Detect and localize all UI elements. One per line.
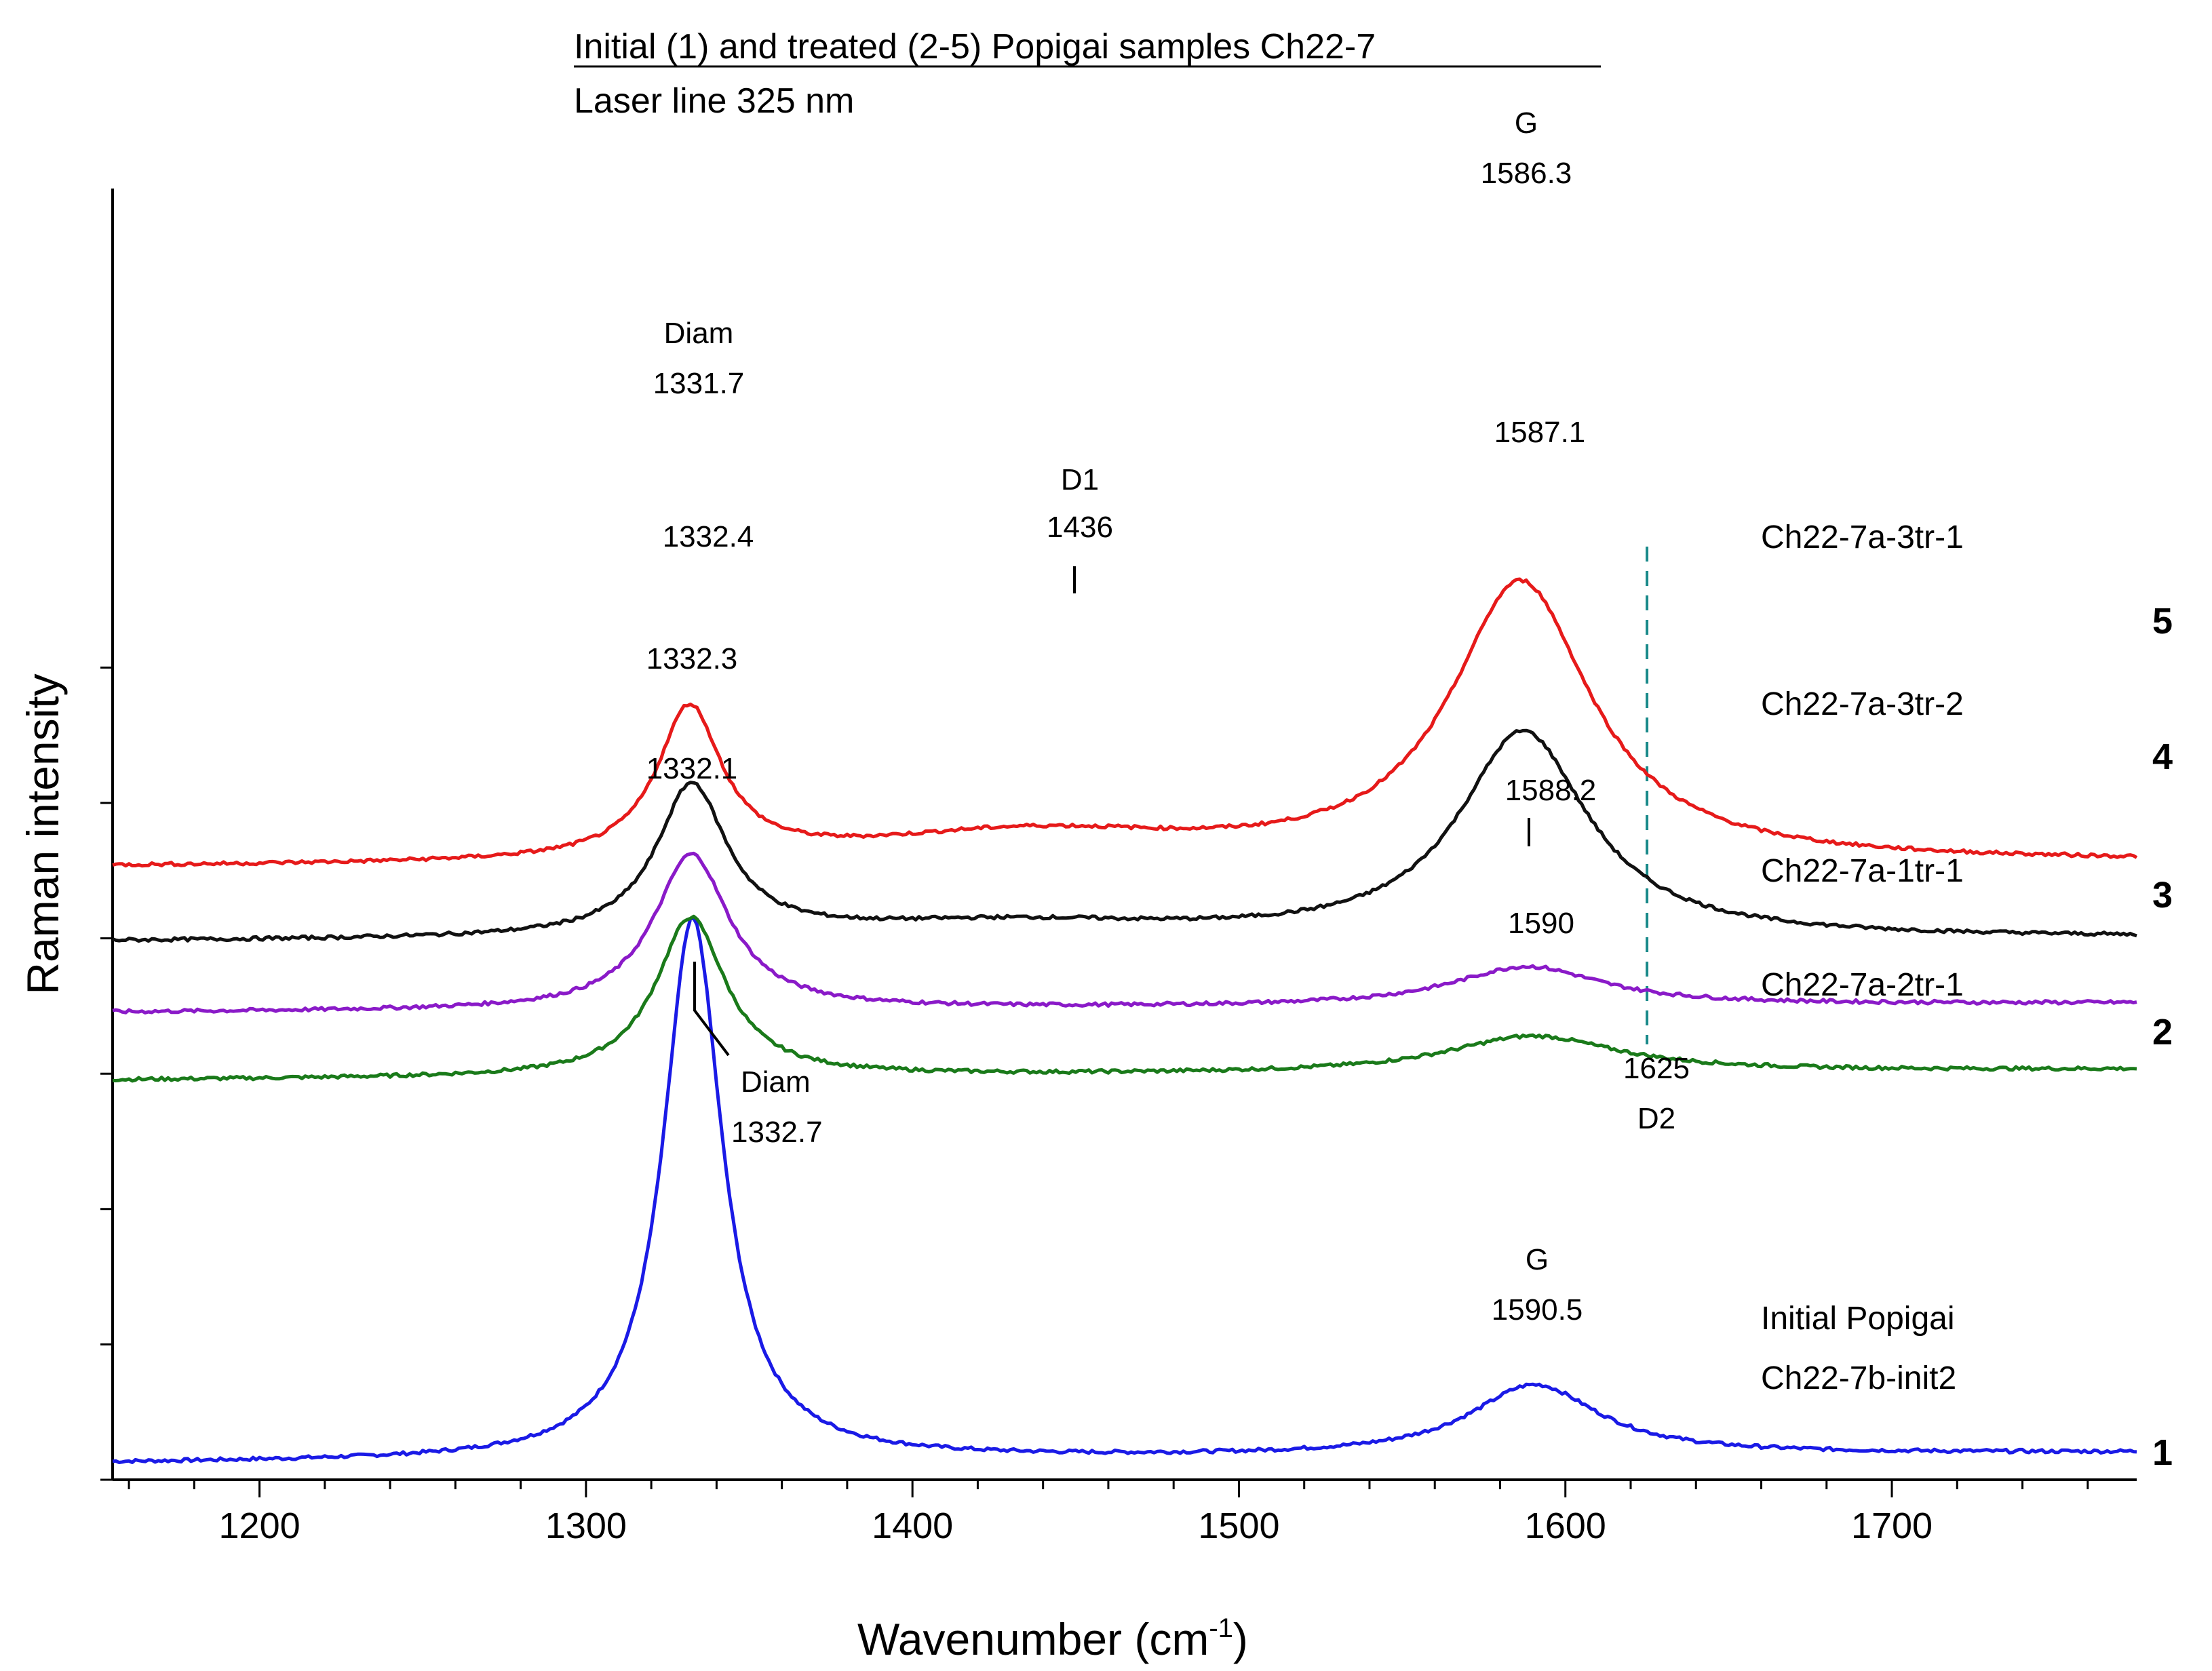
diam5-label: Diam — [664, 317, 734, 350]
d1-value: 1436 — [1047, 511, 1113, 544]
p2-diam-value: 1332.1 — [646, 752, 738, 785]
series2-name: Ch22-7a-2tr-1 — [1761, 967, 1964, 1003]
chart-subtitle: Laser line 325 nm — [574, 81, 854, 121]
series-4-line — [112, 728, 2137, 943]
series-1-line — [112, 916, 2137, 1464]
x-tick-label: 1700 — [1851, 1506, 1933, 1546]
series-5-line — [112, 577, 2138, 868]
diam5-value: 1331.7 — [653, 367, 745, 400]
diam1-label: Diam — [741, 1065, 811, 1099]
p2-g-value: 1590 — [1508, 907, 1574, 940]
diam1-value: 1332.7 — [731, 1116, 823, 1149]
x-tick-label: 1500 — [1198, 1506, 1279, 1546]
series4-name: Ch22-7a-3tr-2 — [1761, 686, 1964, 722]
p3-diam-value: 1332.3 — [646, 642, 738, 675]
x-axis-label: Wavenumber (cm-1) — [857, 1613, 1248, 1664]
track-number-3: 3 — [2152, 875, 2173, 916]
g1-label: G — [1526, 1243, 1549, 1276]
y-ticks — [100, 666, 113, 1481]
series1-name2: Ch22-7b-init2 — [1761, 1360, 1956, 1396]
series5-name: Ch22-7a-3tr-1 — [1761, 519, 1964, 555]
series1-name: Initial Popigai — [1761, 1301, 1955, 1337]
x-tick-label: 1400 — [872, 1506, 953, 1546]
track-number-5: 5 — [2152, 601, 2173, 642]
d1-label: D1 — [1061, 463, 1099, 496]
g5-value: 1586.3 — [1481, 157, 1572, 190]
p4-diam-value: 1332.4 — [663, 520, 754, 553]
x-tick-label: 1600 — [1525, 1506, 1606, 1546]
series-2-line — [113, 914, 2137, 1083]
d2-label: D2 — [1637, 1102, 1675, 1135]
d2-value: 1625 — [1623, 1052, 1690, 1085]
diam1-leader — [693, 962, 730, 1057]
y-axis-label: Raman intensity — [18, 673, 68, 994]
x-tick-label: 1300 — [545, 1506, 627, 1546]
g1-value: 1590.5 — [1492, 1293, 1583, 1326]
x-tick-label: 1200 — [219, 1506, 300, 1546]
p3-g-value: 1588.2 — [1505, 774, 1597, 807]
series-3-line — [112, 851, 2137, 1015]
track-number-4: 4 — [2152, 736, 2173, 777]
track-number-2: 2 — [2152, 1012, 2173, 1053]
series3-name: Ch22-7a-1tr-1 — [1761, 853, 1964, 889]
g5-label: G — [1515, 106, 1538, 140]
x-ticks: 1200 1300 1400 1500 1600 1700 — [128, 1480, 2089, 1546]
track-number-1: 1 — [2152, 1432, 2173, 1473]
series-layer — [112, 577, 2138, 1464]
chart-title: Initial (1) and treated (2-5) Popigai sa… — [574, 27, 1376, 66]
p4-g-value: 1587.1 — [1494, 416, 1586, 449]
